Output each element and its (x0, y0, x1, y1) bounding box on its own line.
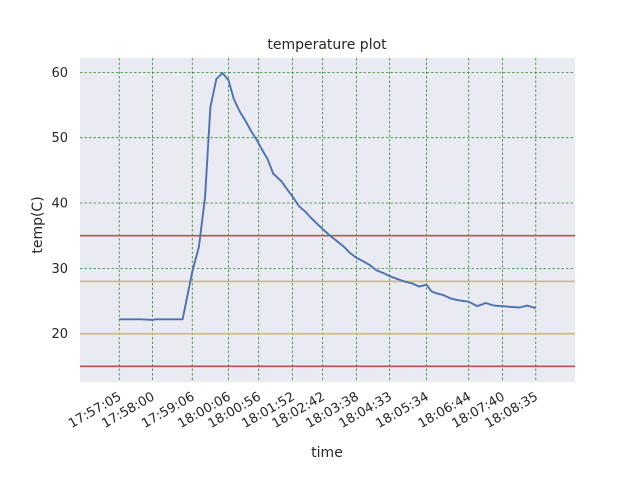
y-tick-label: 20 (51, 327, 68, 342)
y-tick-label: 60 (51, 66, 68, 81)
y-axis-label: temp(C) (30, 196, 46, 253)
y-tick-labels: 20 30 40 50 60 (51, 66, 68, 342)
reference-lines (80, 234, 575, 368)
chart-title: temperature plot (267, 37, 387, 53)
gridlines (80, 58, 575, 382)
y-tick-label: 50 (51, 131, 68, 146)
series-layer (119, 72, 537, 321)
x-axis-label: time (311, 445, 343, 461)
plot-area (80, 58, 575, 382)
x-tick-labels: 17:57:0517:58:0017:59:0618:00:0618:00:56… (66, 389, 541, 431)
y-tick-label: 40 (51, 197, 68, 212)
y-tick-label: 30 (51, 262, 68, 277)
series-line (119, 72, 537, 321)
